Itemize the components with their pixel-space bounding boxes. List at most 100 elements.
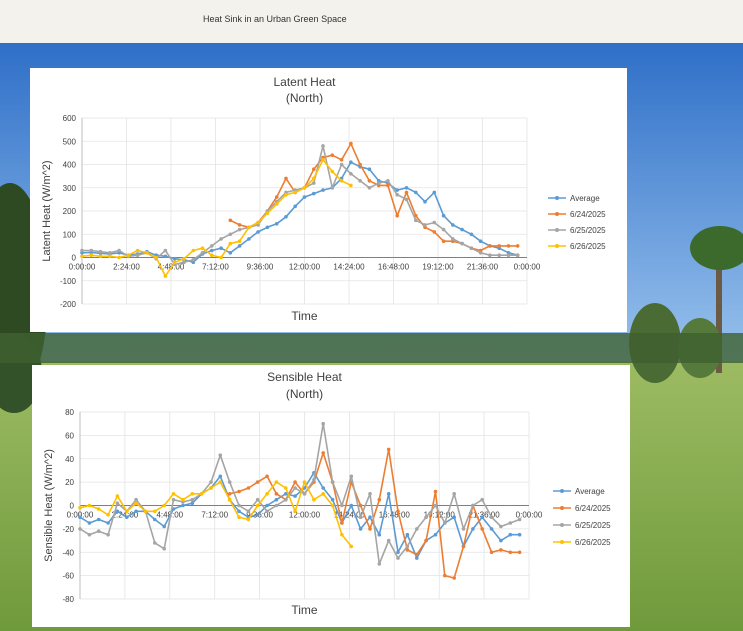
x-tick-label: 16:48:00 [379, 511, 411, 520]
data-point [441, 213, 446, 218]
x-tick-label: 19:12:00 [422, 263, 454, 272]
data-point [506, 253, 511, 257]
data-point [265, 211, 270, 216]
data-point [358, 162, 362, 167]
data-point [125, 515, 129, 519]
data-point [340, 521, 344, 525]
data-point [162, 546, 166, 551]
data-point [89, 248, 94, 253]
data-point [115, 494, 120, 498]
data-point [274, 503, 279, 508]
data-point [96, 507, 101, 511]
data-point [497, 253, 502, 257]
data-point [432, 220, 437, 225]
data-point [219, 255, 223, 260]
data-point [508, 521, 513, 525]
x-tick-label: 2:24:00 [112, 511, 139, 520]
legend-label: 6/24/2025 [575, 504, 611, 513]
data-point [265, 474, 269, 479]
data-point [302, 195, 307, 199]
data-point [432, 190, 437, 195]
data-point [404, 197, 409, 202]
data-point [480, 527, 485, 531]
chart-subtitle: (North) [286, 387, 323, 401]
data-point [489, 550, 494, 555]
data-point [190, 492, 195, 496]
chart-subtitle: (North) [286, 91, 323, 105]
data-point [330, 497, 335, 502]
data-point [228, 218, 233, 223]
data-point [218, 453, 223, 457]
data-point [340, 532, 344, 537]
data-point [106, 521, 110, 525]
data-point [321, 188, 325, 192]
data-point [404, 186, 409, 190]
chart-title: Latent Heat [273, 75, 336, 89]
data-point [358, 503, 363, 508]
data-point [237, 503, 241, 508]
data-point [293, 190, 298, 195]
sensible-heat-chart-panel: Sensible Heat (North) -80 -60 -40 -20 0 20 40 60 8… [32, 365, 630, 627]
data-point [200, 246, 205, 250]
y-tick-label: 600 [63, 114, 77, 123]
data-point [461, 527, 466, 531]
data-point [433, 532, 438, 537]
data-point [396, 509, 400, 514]
data-point [423, 223, 427, 227]
data-point [274, 480, 279, 484]
data-point [506, 244, 511, 248]
data-point [368, 527, 372, 531]
data-point [274, 202, 279, 206]
data-point [433, 503, 438, 508]
data-point [80, 248, 84, 253]
data-point [78, 527, 82, 531]
x-tick-label: 9:36:00 [246, 511, 273, 520]
data-point [237, 509, 241, 514]
data-point [228, 232, 233, 237]
data-point [377, 532, 382, 537]
data-point [349, 503, 354, 508]
data-point [443, 521, 447, 525]
data-point [218, 480, 223, 484]
x-tick-label: 9:36:00 [247, 263, 274, 272]
data-point [415, 556, 419, 560]
data-point [488, 253, 492, 257]
data-point [396, 550, 400, 555]
x-tick-label: 21:36:00 [467, 263, 499, 272]
data-point [339, 158, 344, 162]
y-tick-label: -100 [60, 277, 77, 286]
data-point [126, 253, 131, 257]
page-header: Heat Sink in an Urban Green Space [0, 0, 743, 44]
data-point [441, 239, 446, 243]
data-point [415, 552, 419, 557]
data-point [441, 227, 446, 232]
data-point [265, 503, 269, 508]
legend-marker [560, 489, 564, 493]
data-point [154, 255, 158, 260]
series-line [81, 161, 518, 263]
data-point [340, 503, 344, 508]
data-point [125, 509, 129, 514]
legend-label: 6/26/2025 [570, 242, 606, 251]
legend-label: 6/25/2025 [575, 521, 611, 530]
data-point [246, 509, 251, 514]
page-title: Heat Sink in an Urban Green Space [203, 14, 347, 24]
data-point [200, 251, 205, 255]
y-axis-label: Sensible Heat (W/m^2) [43, 449, 55, 562]
data-point [255, 480, 260, 484]
data-point [265, 225, 270, 230]
data-point [255, 513, 260, 517]
data-point [181, 497, 185, 502]
data-point [219, 237, 223, 241]
data-point [153, 541, 157, 545]
x-tick-label: 21:36:00 [469, 511, 501, 520]
data-point [115, 501, 120, 505]
x-tick-label: 12:00:00 [289, 511, 321, 520]
data-point [302, 492, 307, 496]
data-point [247, 237, 251, 241]
latent-heat-chart: Latent Heat (North) -200 -100 0 100 200 300 400 5… [41, 75, 606, 323]
legend-marker [555, 244, 559, 248]
data-point [108, 254, 112, 259]
data-point [478, 251, 483, 255]
data-point [265, 509, 269, 514]
